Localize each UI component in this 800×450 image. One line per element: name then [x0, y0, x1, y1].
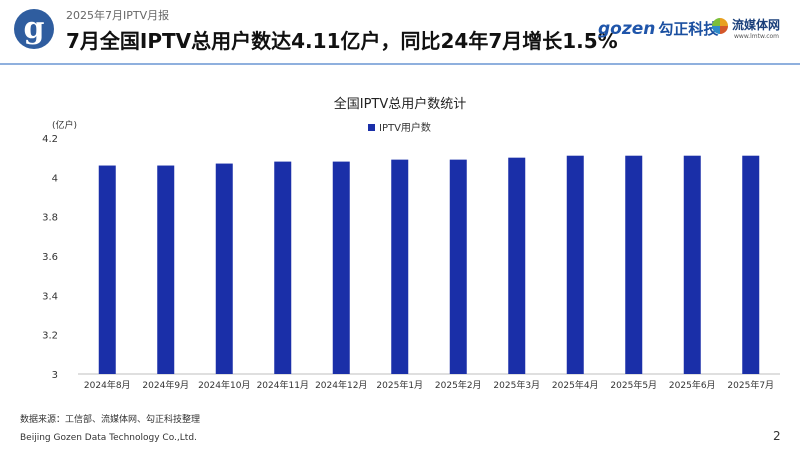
gozen-brand-name: 勾正科技 [658, 20, 719, 38]
bar-chart: 全国IPTV总用户数统计 IPTV用户数 (亿户) 3 3.2 3.4 3.6 3.8 4 4.2… [42, 96, 780, 391]
bar [566, 155, 584, 374]
x-tick-label: 2025年4月 [552, 379, 599, 391]
bar [274, 161, 292, 374]
bar [157, 165, 175, 374]
x-tick-label: 2025年7月 [727, 379, 774, 391]
gozen-wordmark: gozen [598, 18, 656, 39]
data-source-note: 数据来源：工信部、流媒体网、勾正科技整理 [20, 415, 201, 425]
company-name: Beijing Gozen Data Technology Co.,Ltd. [20, 433, 197, 443]
bar [332, 161, 350, 374]
x-tick-label: 2025年1月 [376, 379, 423, 391]
brand-logo-lmtw: 流媒体网 www.lmtw.com [712, 14, 792, 48]
brand-logo-gozen: gozen 勾正科技 [598, 18, 718, 39]
y-tick-label: 4.2 [42, 134, 58, 145]
x-tick-label: 2024年9月 [142, 379, 189, 391]
bar [449, 159, 467, 374]
gozen-logo: g [14, 9, 54, 49]
y-tick-label: 3.2 [42, 331, 58, 342]
bar [98, 165, 116, 374]
bar [508, 157, 526, 374]
y-tick-label: 3.8 [42, 213, 58, 224]
bar [391, 159, 409, 374]
bar [683, 155, 701, 374]
legend-label: IPTV用户数 [379, 121, 431, 134]
x-tick-label: 2024年11月 [257, 379, 309, 391]
lmtw-logo-icon [712, 18, 728, 34]
bar [625, 155, 643, 374]
report-label: 2025年7月IPTV月报 [66, 9, 170, 22]
chart-title: 全国IPTV总用户数统计 [334, 96, 467, 112]
legend-swatch [368, 124, 375, 131]
x-tick-label: 2025年5月 [610, 379, 657, 391]
x-tick-label: 2025年3月 [493, 379, 540, 391]
page-title: 7月全国IPTV总用户数达4.11亿户，同比24年7月增长1.5% [66, 29, 618, 53]
y-tick-label: 4 [52, 173, 58, 184]
y-tick-label: 3.6 [42, 252, 58, 263]
y-axis-unit-label: (亿户) [52, 119, 77, 131]
x-tick-label: 2024年8月 [84, 379, 131, 391]
x-tick-label: 2024年10月 [198, 379, 250, 391]
x-tick-label: 2024年12月 [315, 379, 367, 391]
bar [215, 163, 233, 374]
page-number: 2 [773, 429, 781, 443]
y-tick-label: 3 [52, 370, 58, 381]
bar [742, 155, 760, 374]
lmtw-brand-url: www.lmtw.com [734, 33, 780, 40]
y-tick-label: 3.4 [42, 291, 58, 302]
lmtw-brand-name: 流媒体网 [732, 18, 781, 32]
x-tick-label: 2025年2月 [435, 379, 482, 391]
x-tick-label: 2025年6月 [669, 379, 716, 391]
title-divider [0, 63, 800, 65]
